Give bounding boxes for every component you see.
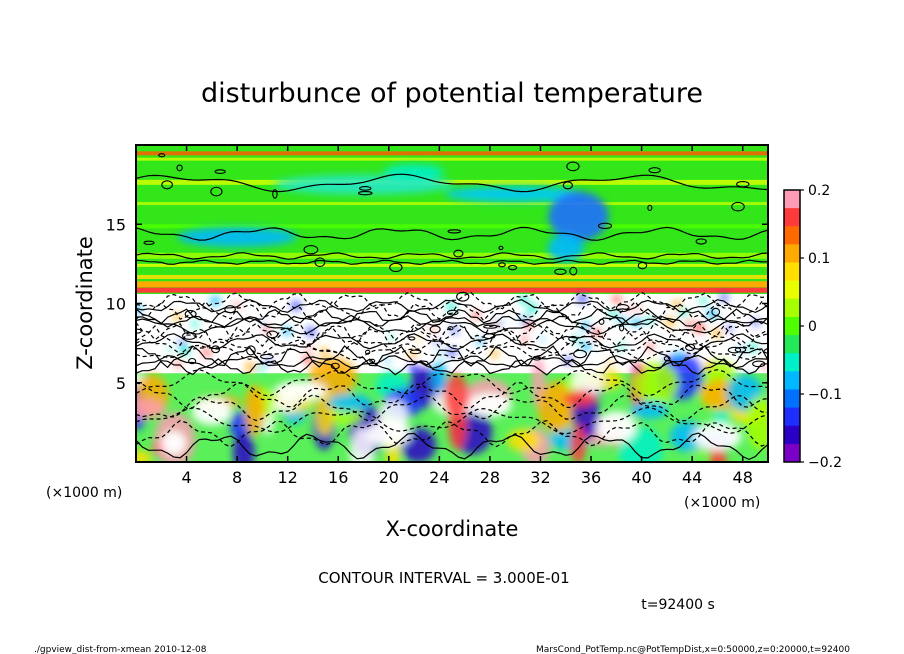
colorbar-swatch [784, 443, 800, 463]
colorbar-label: 0.1 [808, 251, 830, 267]
colorbar-label: 0 [808, 319, 817, 335]
colorbar-swatch [784, 226, 800, 245]
x-tick-label: 32 [530, 468, 550, 487]
x-unit-left: (×1000 m) [46, 485, 122, 501]
x-tick-label: 12 [278, 468, 298, 487]
colorbar-label: −0.1 [808, 387, 842, 403]
x-tick-label: 28 [480, 468, 500, 487]
x-tick-label: 4 [181, 468, 191, 487]
colorbar-swatch [784, 353, 800, 372]
x-unit-right: (×1000 m) [684, 495, 760, 511]
y-axis: 5 10 15 [106, 215, 768, 393]
colorbar-swatch [784, 208, 800, 227]
x-axis-label: X-coordinate [386, 517, 519, 541]
x-tick-label: 36 [581, 468, 601, 487]
colorbar-swatch [784, 298, 800, 318]
colorbar-swatch [784, 371, 800, 390]
colorbar-swatch [784, 389, 800, 409]
contour-interval-label: CONTOUR INTERVAL = 3.000E-01 [318, 569, 569, 587]
colorbar-swatch [784, 425, 800, 445]
colorbar-swatch [784, 190, 800, 209]
x-tick-label: 24 [429, 468, 449, 487]
colorbar-swatch [784, 244, 800, 264]
chart-title: disturbunce of potential temperature [201, 78, 703, 109]
x-tick-label: 40 [631, 468, 651, 487]
colorbar-swatch [784, 262, 800, 282]
x-tick-label: 44 [682, 468, 702, 487]
colorbar-swatch [784, 335, 800, 354]
footer-left: ./gpview_dist-from-xmean 2010-12-08 [34, 645, 207, 654]
x-axis: 4 8 12 16 20 24 28 32 36 40 44 48 [181, 145, 753, 487]
colorbar-labels: 0.2 0.1 0 −0.1 −0.2 [800, 183, 842, 471]
time-label: t=92400 s [641, 597, 715, 613]
x-tick-label: 16 [328, 468, 348, 487]
colorbar-label: 0.2 [808, 183, 830, 199]
colorbar-swatch [784, 280, 800, 300]
x-tick-label: 48 [733, 468, 753, 487]
colorbar-swatch [784, 407, 800, 427]
heatmap-field [136, 145, 768, 462]
y-tick-label: 15 [106, 215, 126, 234]
footer-right: MarsCond_PotTemp.nc@PotTempDist,x=0:5000… [536, 645, 850, 654]
colorbar-swatch [784, 316, 800, 336]
x-tick-label: 8 [232, 468, 242, 487]
colorbar [783, 189, 801, 463]
y-axis-label: Z-coordinate [73, 236, 97, 370]
x-tick-label: 20 [379, 468, 399, 487]
y-tick-label: 10 [106, 295, 126, 314]
y-tick-label: 5 [116, 374, 126, 393]
colorbar-label: −0.2 [808, 455, 842, 471]
